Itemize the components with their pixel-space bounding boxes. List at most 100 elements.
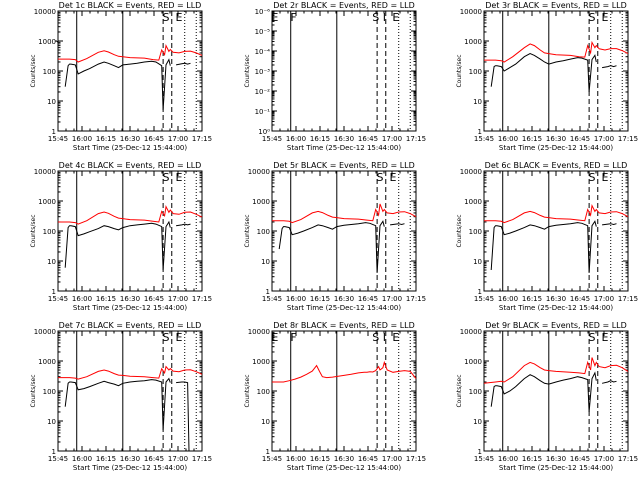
y-tick-label: 10⁻³ xyxy=(255,68,271,76)
panel-6: Det 6c BLACK = Events, RED = LLD 1 10 100 10… xyxy=(456,161,638,312)
x-tick-label: 16:45 xyxy=(358,135,378,143)
marker-label: F xyxy=(290,11,296,24)
y-axis-label: Counts/sec xyxy=(30,214,37,247)
y-tick-label: 1 xyxy=(266,448,270,456)
x-axis-label: Start Time (25-Dec-12 15:44:00) xyxy=(287,464,401,472)
y-tick-label: 1000 xyxy=(252,358,270,366)
panel-5: Det 5r BLACK = Events, RED = LLD 1 10 100 10… xyxy=(244,161,426,312)
y-tick-label: 10 xyxy=(47,418,56,426)
x-tick-label: 16:45 xyxy=(144,135,164,143)
x-tick-label: 16:45 xyxy=(144,455,164,463)
y-tick-label: 10000 xyxy=(460,168,482,176)
marker-label: E xyxy=(601,11,608,24)
y-tick-label: 10⁻⁵ xyxy=(255,28,271,36)
x-axis-label: Start Time (25-Dec-12 15:44:00) xyxy=(499,304,613,312)
x-tick-label: 15:45 xyxy=(48,295,68,303)
panel-title: Det 9r BLACK = Events, RED = LLD xyxy=(485,321,627,330)
series-line xyxy=(58,43,203,63)
y-tick-label: 1 xyxy=(478,288,482,296)
series-line xyxy=(58,365,203,380)
y-tick-label: 1000 xyxy=(38,358,56,366)
marker-label: E xyxy=(392,11,399,24)
series-line xyxy=(490,220,597,273)
x-tick-label: 17:15 xyxy=(406,295,426,303)
x-tick-label: 17:00 xyxy=(168,135,188,143)
x-tick-label: 15:45 xyxy=(48,135,68,143)
y-axis-label: Counts/sec xyxy=(30,54,37,87)
x-axis-label: Start Time (25-Dec-12 15:44:00) xyxy=(73,304,187,312)
marker-label: S xyxy=(372,331,379,344)
y-tick-label: 10 xyxy=(473,258,482,266)
x-tick-label: 15:45 xyxy=(262,135,282,143)
series-line xyxy=(484,203,629,224)
series-line xyxy=(64,220,171,271)
x-tick-label: 16:45 xyxy=(358,455,378,463)
marker-label: E xyxy=(601,171,608,184)
marker-label: S xyxy=(589,171,596,184)
plot-frame xyxy=(483,10,629,132)
panel-4: Det 4c BLACK = Events, RED = LLD 1 10 100 10… xyxy=(30,161,212,312)
x-tick-label: 17:00 xyxy=(594,295,614,303)
series-line xyxy=(602,223,617,226)
marker-label: I xyxy=(383,11,386,24)
x-tick-label: 17:15 xyxy=(618,455,638,463)
y-axis-label: Counts/sec xyxy=(456,54,463,87)
x-tick-label: 16:00 xyxy=(72,455,92,463)
x-tick-label: 16:15 xyxy=(522,295,542,303)
y-tick-label: 10000 xyxy=(34,328,56,336)
x-tick-label: 16:00 xyxy=(72,295,92,303)
x-axis-label: Start Time (25-Dec-12 15:44:00) xyxy=(73,144,187,152)
y-axis-label: Counts/sec xyxy=(244,214,251,247)
plot-frame xyxy=(271,10,417,132)
panel-1: Det 1c BLACK = Events, RED = LLD 1 10 100 10… xyxy=(30,1,212,152)
x-tick-label: 16:45 xyxy=(144,295,164,303)
marker-label: E xyxy=(601,331,608,344)
y-axis-label: Counts/sec xyxy=(30,374,37,407)
marker-label: E xyxy=(271,331,278,344)
series-line xyxy=(390,223,405,226)
panel-2: Det 2r BLACK = Events, RED = LLD 10⁰ 10⁻¹ 1… xyxy=(244,1,426,152)
x-tick-label: 16:45 xyxy=(570,135,590,143)
x-tick-label: 17:15 xyxy=(618,135,638,143)
marker-label: E xyxy=(392,331,399,344)
y-tick-label: 10⁰ xyxy=(258,128,270,136)
panel-3: Det 3r BLACK = Events, RED = LLD 1 10 100 10… xyxy=(456,1,638,152)
y-tick-label: 1 xyxy=(478,128,482,136)
marker-label: S xyxy=(372,11,379,24)
y-tick-label: 10 xyxy=(261,258,270,266)
series-line xyxy=(602,65,617,69)
x-tick-label: 16:15 xyxy=(310,295,330,303)
y-tick-label: 1 xyxy=(478,448,482,456)
x-tick-label: 16:00 xyxy=(498,135,518,143)
y-tick-label: 10000 xyxy=(248,328,270,336)
series-line xyxy=(490,53,597,93)
marker-label: S xyxy=(589,11,596,24)
y-tick-label: 1 xyxy=(52,448,56,456)
panel-title: Det 7c BLACK = Events, RED = LLD xyxy=(59,321,202,330)
marker-label: S xyxy=(377,171,384,184)
panel-title: Det 8r BLACK = Events, RED = LLD xyxy=(273,321,415,330)
x-tick-label: 16:15 xyxy=(522,135,542,143)
x-tick-label: 17:00 xyxy=(382,135,402,143)
y-tick-label: 100 xyxy=(469,68,482,76)
y-tick-label: 1000 xyxy=(464,198,482,206)
series-line xyxy=(55,40,59,43)
x-tick-label: 16:30 xyxy=(546,135,566,143)
y-tick-label: 10⁻² xyxy=(255,88,271,96)
x-tick-label: 16:30 xyxy=(334,135,354,143)
y-tick-label: 100 xyxy=(469,388,482,396)
x-tick-label: 15:45 xyxy=(48,455,68,463)
series-line xyxy=(490,371,597,413)
x-tick-label: 16:30 xyxy=(120,455,140,463)
x-tick-label: 15:45 xyxy=(474,135,494,143)
series-line xyxy=(483,357,629,384)
y-tick-label: 100 xyxy=(257,228,270,236)
y-tick-label: 100 xyxy=(469,228,482,236)
x-tick-label: 16:30 xyxy=(546,455,566,463)
x-tick-label: 17:00 xyxy=(168,295,188,303)
plot-frame xyxy=(57,10,203,132)
y-tick-label: 10000 xyxy=(34,8,56,16)
y-tick-label: 1000 xyxy=(38,38,56,46)
y-tick-label: 100 xyxy=(43,68,56,76)
